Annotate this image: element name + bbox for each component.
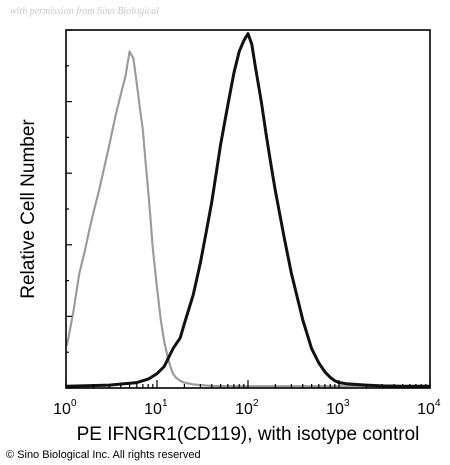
watermark-text: with permission from Sino Biological <box>10 6 159 17</box>
x-tick-exponent: 2 <box>253 398 259 409</box>
x-tick-label: 10 <box>53 401 71 418</box>
x-axis-title: PE IFNGR1(CD119), with isotype control <box>77 424 420 445</box>
x-tick-exponent: 1 <box>162 398 168 409</box>
copyright-text: © Sino Biological Inc. All rights reserv… <box>6 449 201 461</box>
x-tick-label: 10 <box>417 401 435 418</box>
x-tick-exponent: 3 <box>344 398 350 409</box>
plot-lines-group <box>65 32 431 388</box>
x-tick-labels-group: 10 0 10 1 10 2 10 3 10 4 <box>53 398 441 418</box>
y-ticks-group <box>66 29 72 389</box>
series-line-isotype-control <box>65 50 431 388</box>
x-ticks-group <box>65 380 431 388</box>
x-tick-exponent: 0 <box>71 398 77 409</box>
series-line-ifngr1-stained <box>65 32 431 388</box>
x-tick-label: 10 <box>144 401 162 418</box>
x-tick-label: 10 <box>235 401 253 418</box>
x-tick-exponent: 4 <box>435 398 441 409</box>
x-tick-label: 10 <box>326 401 344 418</box>
y-axis-title: Relative Cell Number <box>18 119 39 299</box>
